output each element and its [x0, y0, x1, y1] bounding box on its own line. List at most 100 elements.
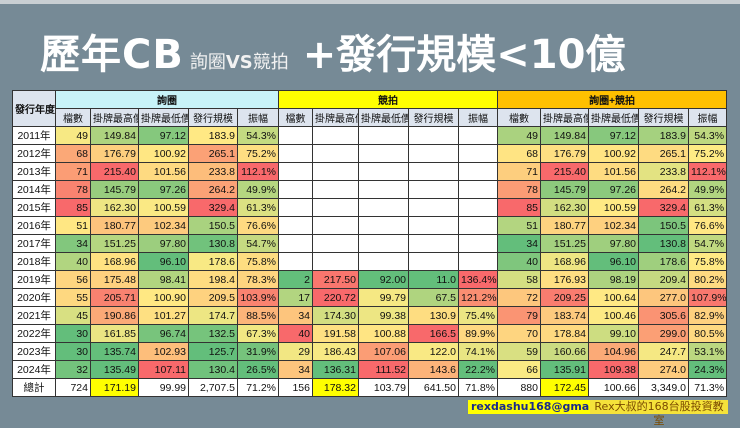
column-header: 振幅 [458, 108, 498, 127]
cell-a-3: 264.2 [188, 180, 238, 199]
cell-b-3: 67.5 [408, 288, 459, 307]
title-sub-a: 詢圈 [189, 52, 226, 73]
cell-a-1: 205.71 [90, 288, 139, 307]
cell-a-2: 107.11 [138, 360, 189, 379]
cell-a-1: 135.49 [90, 360, 139, 379]
title-main: 歷年CB [40, 32, 184, 78]
cell-c-3: 305.6 [638, 306, 689, 325]
cell-c-1: 149.84 [540, 126, 589, 145]
cell-c-3: 178.6 [638, 252, 689, 271]
cell-b-3: 641.50 [408, 378, 459, 397]
cell-c-0: 85 [497, 198, 541, 217]
cell-a-0: 55 [55, 288, 91, 307]
cell-a-4: 54.7% [237, 234, 279, 253]
cell-a-1: 175.48 [90, 270, 139, 289]
cell-c-1: 176.79 [540, 144, 589, 163]
cell-c-4: 80.2% [687, 270, 728, 289]
title-sub-b: 競拍 [252, 52, 289, 73]
cell-b-2 [358, 144, 409, 163]
cell-b-0: 34 [278, 306, 313, 325]
cell-b-3 [408, 198, 459, 217]
cell-c-3: 274.0 [638, 360, 689, 379]
group-header-inquiry: 詢圈 [55, 90, 279, 109]
year-cell: 2016年 [12, 216, 56, 235]
cell-c-3: 233.8 [638, 162, 689, 181]
cell-a-0: 85 [55, 198, 91, 217]
year-cell: 2012年 [12, 144, 56, 163]
cell-b-1: 191.58 [312, 324, 359, 343]
cell-b-0 [278, 126, 313, 145]
cell-a-3: 130.8 [188, 234, 238, 253]
cell-c-4: 61.3% [687, 198, 728, 217]
cell-c-0: 71 [497, 162, 541, 181]
cell-a-3: 178.6 [188, 252, 238, 271]
cell-a-4: 26.5% [237, 360, 279, 379]
cell-a-0: 724 [55, 378, 91, 397]
cell-a-4: 49.9% [237, 180, 279, 199]
cell-c-3: 183.9 [638, 126, 689, 145]
cell-c-3: 329.4 [638, 198, 689, 217]
title-tail: +發行規模<10億 [302, 32, 626, 78]
cell-a-1: 215.40 [90, 162, 139, 181]
cell-a-3: 2,707.5 [188, 378, 238, 397]
cell-a-4: 103.9% [237, 288, 279, 307]
year-cell: 2011年 [12, 126, 56, 145]
table-row: 2018年 40 168.96 96.10 178.6 75.8% 40 168.96 96.1… [12, 252, 728, 271]
cell-a-1: 135.74 [90, 342, 139, 361]
cell-b-4 [458, 252, 498, 271]
cell-a-0: 71 [55, 162, 91, 181]
cell-a-2: 96.74 [138, 324, 189, 343]
cell-a-2: 102.93 [138, 342, 189, 361]
cell-a-1: 171.19 [90, 378, 139, 397]
cell-a-4: 112.1% [237, 162, 279, 181]
cell-c-1: 145.79 [540, 180, 589, 199]
cell-c-1: 151.25 [540, 234, 589, 253]
cell-b-4: 74.1% [458, 342, 498, 361]
cell-c-1: 183.74 [540, 306, 589, 325]
cell-a-4: 31.9% [237, 342, 279, 361]
cell-a-2: 100.92 [138, 144, 189, 163]
cell-c-3: 265.1 [638, 144, 689, 163]
slide-title: 歷年CB 詢圈VS競拍 +發行規模<10億 [40, 22, 625, 80]
cell-b-0 [278, 198, 313, 217]
cell-a-1: 176.79 [90, 144, 139, 163]
cell-a-2: 99.99 [138, 378, 189, 397]
cell-a-2: 97.26 [138, 180, 189, 199]
column-header: 振幅 [237, 108, 279, 127]
table-row: 2015年 85 162.30 100.59 329.4 61.3% 85 162.30 100… [12, 198, 728, 217]
year-cell: 2018年 [12, 252, 56, 271]
cell-a-2: 100.90 [138, 288, 189, 307]
cell-a-0: 78 [55, 180, 91, 199]
cell-b-3 [408, 162, 459, 181]
cell-c-0: 66 [497, 360, 541, 379]
cell-b-0: 156 [278, 378, 313, 397]
cell-a-0: 32 [55, 360, 91, 379]
column-header: 掛牌最高價 [90, 108, 139, 127]
year-cell: 2015年 [12, 198, 56, 217]
cell-a-4: 71.2% [237, 378, 279, 397]
cell-b-3: 11.0 [408, 270, 459, 289]
table-row: 2012年 68 176.79 100.92 265.1 75.2% 68 176.79 100… [12, 144, 728, 163]
cell-c-1: 162.30 [540, 198, 589, 217]
cell-c-2: 97.80 [588, 234, 639, 253]
cell-c-0: 68 [497, 144, 541, 163]
cell-b-1: 136.31 [312, 360, 359, 379]
group-header-combined: 詢圈+競拍 [496, 90, 728, 109]
cell-a-1: 190.86 [90, 306, 139, 325]
cell-a-0: 56 [55, 270, 91, 289]
column-header: 發行規模 [188, 108, 238, 127]
cell-b-3 [408, 234, 459, 253]
cell-b-1: 186.43 [312, 342, 359, 361]
cell-c-3: 130.8 [638, 234, 689, 253]
cell-b-2: 100.88 [358, 324, 409, 343]
cell-a-0: 68 [55, 144, 91, 163]
cell-a-2: 98.41 [138, 270, 189, 289]
cell-b-2: 107.06 [358, 342, 409, 361]
cell-b-1: 217.50 [312, 270, 359, 289]
cell-b-2: 99.79 [358, 288, 409, 307]
cell-c-1: 168.96 [540, 252, 589, 271]
cell-c-2: 102.34 [588, 216, 639, 235]
column-header: 掛牌最高價 [312, 108, 359, 127]
cell-c-3: 264.2 [638, 180, 689, 199]
cell-a-3: 150.5 [188, 216, 238, 235]
